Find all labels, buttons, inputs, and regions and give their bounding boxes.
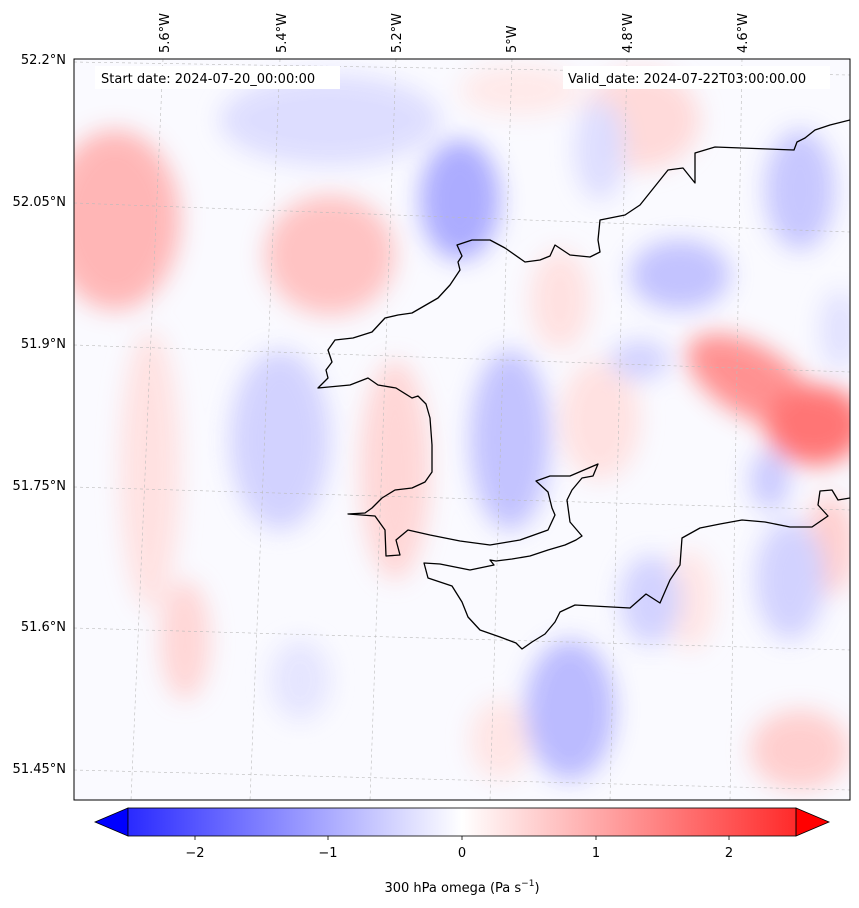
map-panel bbox=[74, 59, 850, 800]
lat-labels: 52.2°N 52.05°N 51.9°N 51.75°N 51.6°N 51.… bbox=[13, 53, 66, 777]
lon-label-4-6w: 4.6°W bbox=[736, 13, 751, 53]
colorbar-tick-0: 0 bbox=[458, 846, 466, 861]
lon-label-5w: 5°W bbox=[505, 25, 520, 53]
colorbar-body bbox=[128, 808, 796, 836]
lat-label-51-45n: 51.45°N bbox=[13, 762, 66, 777]
coastline bbox=[317, 119, 850, 650]
lat-label-52-05n: 52.05°N bbox=[13, 195, 66, 210]
colorbar-tick-minus1: −1 bbox=[318, 846, 337, 861]
start-date-label: Start date: 2024-07-20_00:00:00 bbox=[101, 72, 315, 87]
lat-label-51-6n: 51.6°N bbox=[21, 620, 66, 635]
colorbar-label: 300 hPa omega (Pa s−1) bbox=[384, 879, 539, 896]
valid-date-box bbox=[563, 66, 830, 89]
start-date-box bbox=[95, 66, 340, 89]
lon-label-5-2w: 5.2°W bbox=[390, 13, 405, 53]
gridlines bbox=[74, 59, 850, 800]
lon-label-5-4w: 5.4°W bbox=[275, 13, 290, 53]
colorbar-tick-2: 2 bbox=[725, 846, 733, 861]
colorbar-extend-max bbox=[795, 807, 831, 837]
lat-label-51-75n: 51.75°N bbox=[13, 479, 66, 494]
lon-label-4-8w: 4.8°W bbox=[621, 13, 636, 53]
lon-labels: 5.6°W 5.4°W 5.2°W 5°W 4.8°W 4.6°W bbox=[158, 13, 751, 53]
colorbar-tick-1: 1 bbox=[592, 846, 600, 861]
map-frame bbox=[73, 58, 851, 801]
lat-label-52-2n: 52.2°N bbox=[21, 53, 66, 68]
colorbar-extend-min bbox=[93, 807, 129, 837]
colorbar-tick-minus2: −2 bbox=[185, 846, 204, 861]
valid-date-label: Valid_date: 2024-07-22T03:00:00.00 bbox=[568, 72, 806, 87]
omega-field bbox=[74, 65, 850, 790]
lat-label-51-9n: 51.9°N bbox=[21, 337, 66, 352]
colorbar: −2 −1 0 1 2 300 hPa omega (Pa s−1) bbox=[93, 807, 831, 896]
lon-label-5-6w: 5.6°W bbox=[158, 13, 173, 53]
